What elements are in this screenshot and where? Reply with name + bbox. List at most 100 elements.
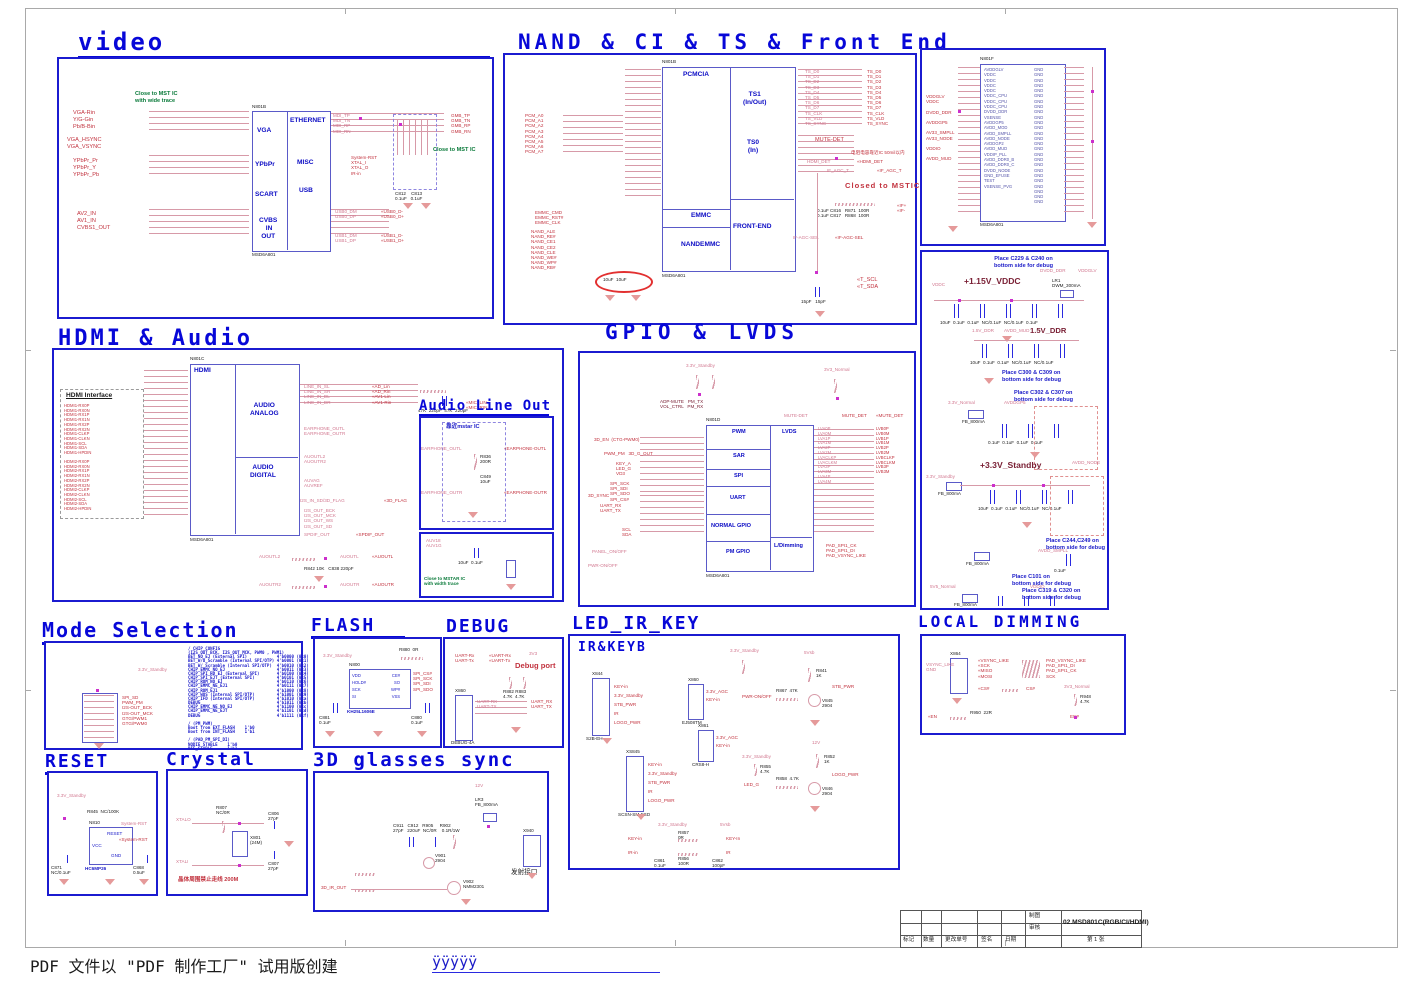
gpio-ic-part: MSD6A801 [706,573,730,578]
resistor [808,668,811,682]
video-signals-mdi-out: GMB_TP GMB_TN GMB_RP GMB_RN [451,113,471,134]
resistor [696,375,699,389]
gnd-symbol [506,584,516,590]
video-note-wide-trace: Close to MST IC with wide trace [135,91,178,104]
gnd-symbol [1030,452,1040,458]
gpio-block-sar: SAR [733,453,745,459]
led-conn3-signals: 3.3V_AGC KEY-in [706,689,728,702]
capacitors [464,548,494,558]
mosfet [447,881,461,895]
video-signals-usb1-out: «USB1_D- «USB1_D+ [381,233,405,244]
nand-note-close: Closed to MSTIC [845,181,921,190]
inductor [1060,290,1074,298]
power-label-33n: 3.3V_Normal [948,400,975,405]
junction-dot [992,484,995,487]
termination-dash-box [393,114,437,190]
gpio-lvdsb-signals: LVB0P LVB0M LVB1P LVB1M LVB2P LVB2M LVBC… [876,426,896,475]
reset-c1-value: C871 NC/0.1uF [51,865,71,876]
filter-r-out: «AUOUTR [372,582,394,587]
gnd-symbol [284,841,294,847]
wire-bundle [1064,67,1084,217]
gpio-section: 3.3V_Standby ADP-MUTE PM_TX VOL_CTRL PM_… [578,351,916,607]
resistor [754,764,757,776]
led-stbpwr-label: STB_PWR [832,684,855,689]
resistor [816,754,819,768]
ferrite-bead [962,594,978,603]
hdmi-interface-dash-box [60,389,144,519]
capacitor [264,851,276,859]
gnd-symbol [815,311,825,317]
capacitors [1056,554,1082,566]
led-r3-value: R852 1K [824,754,835,765]
gnd-symbol [527,873,537,879]
power-label-smpll: AVDD_SMPLL [1038,548,1069,553]
flash-pins-left: VDD HOLD# SCK SI [352,673,366,699]
junction-dot [238,864,241,867]
capacitor [57,855,71,863]
video-block-misc: MISC [297,159,314,166]
junction-dot [836,397,839,400]
video-block-vga: VGA [257,127,272,134]
video-signals-rgb: VGA-Rin Y/G-Gin Pb/B-Bin [73,110,96,130]
reset-ic-outline [89,827,133,865]
junction-dot [96,689,99,692]
termination-resistors [397,119,431,155]
resistor [401,657,423,660]
led-conn1-part: S2B-EH [586,736,603,741]
gnd-symbol [468,512,478,518]
resistor-array [1022,660,1040,678]
video-signals-mdi: MDI_TP MDI_TN MDI_RP MDI_RN [333,113,351,134]
gpio-ic-divider [706,449,770,450]
wire-bundle [798,135,854,173]
gnd-symbol [461,899,471,905]
resistor [222,821,225,833]
crystal-c1-value: C806 27pF [268,811,279,822]
sheet-frame [25,8,1398,948]
capacitors [980,490,1092,504]
filter-r: AUOUTR [340,582,360,587]
footer-link[interactable]: ÿÿÿÿÿ [432,953,478,971]
led-r2-value: R867 47K [776,688,798,693]
frame-tick [1005,8,1006,14]
gpio-sig-sar: KEY_A LED_G VD3 [616,461,632,477]
gpio-ic-divider [706,486,770,487]
title-block-change-label: 更改单号 [945,937,968,943]
led-conn4-ref: X861 [698,723,709,728]
led-33s2-label: 3.3V_Standby [742,754,771,759]
led-q1-ref: V845 2904 [822,698,833,709]
resistor [835,203,875,206]
power-rail-ddr: 1.5V_DDR [1030,326,1067,335]
title-block-line [921,911,922,947]
led-33s-label: 3.3V_Standby [730,648,759,653]
nand-block-ts0: TS0 (In) [747,139,760,154]
wire [192,865,264,866]
led-r6-value: R857 0R [678,830,689,841]
capacitors [399,837,439,847]
debug-dash-box [1034,406,1098,470]
sync3d-fb-label: LR3 FB_800mA [475,797,498,808]
dimming-left-signals: VSYNC_LIKE GND [926,662,955,673]
hdmi-mic-signals: «MIC_LIN «MIC_RIN [466,400,488,411]
transistor [423,857,435,869]
power-label-vddglv: VDDGLV [1078,268,1097,273]
hdmi-ic-divider [235,457,298,458]
audio-lineout-box [419,416,554,530]
power-caps4-values: 10uF 0.1uF 0.1uF NC/0.1uF NC/0.1uF [978,506,1062,511]
video-signals-sync: VGA_HSYNC VGA_VSYNC [67,137,102,150]
nand-signal-i2c: «T_SCL «T_SDA [857,277,879,290]
hdmi-spdif-out: «SPDIF_OUT [356,532,385,537]
power-rail-vddc: +1.15V_VDDC [964,276,1021,286]
gnd-symbol [984,378,994,384]
wire [960,485,1090,486]
led-subtitle: IR&KEYB [578,640,647,655]
nand-ic-divider [662,209,730,210]
video-block-usb: USB [299,187,313,194]
resistor [474,454,477,470]
frame-tick [675,8,676,14]
resistor [292,558,316,561]
flash-c2-value: C880 0.1uF [411,715,423,726]
junction-dot [1042,484,1045,487]
video-signals-ypbpr: YPbPr_Pr YPbPr_Y YPbPr_Pb [73,158,100,178]
led-irin-label: IR-in [628,850,638,855]
junction-dot [487,825,490,828]
